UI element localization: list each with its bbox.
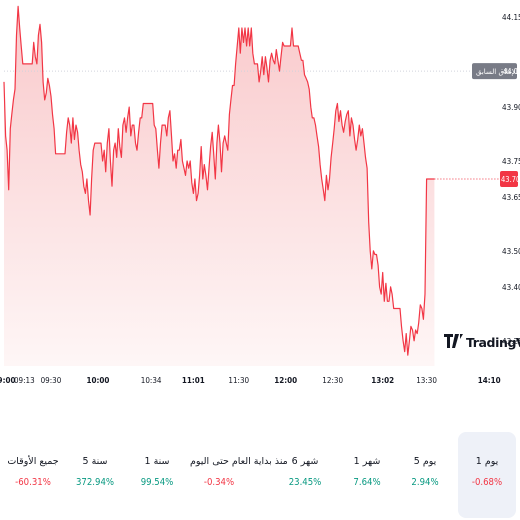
price-tick-label: 44.15 bbox=[502, 13, 520, 22]
time-tick-label: 11:01 bbox=[182, 376, 205, 385]
period-label: 5 سنة bbox=[82, 456, 108, 467]
period-tab[interactable]: 6 شهر 23.45% bbox=[276, 432, 334, 518]
last-price-badge bbox=[500, 171, 518, 188]
period-tab[interactable]: منذ بداية العام حتى اليوم -0.34% bbox=[190, 432, 288, 518]
period-change-value: -0.34% bbox=[203, 477, 235, 488]
period-tab[interactable]: 5 يوم 2.94% bbox=[396, 432, 454, 518]
period-tab[interactable]: 1 يوم -0.68% bbox=[458, 432, 516, 518]
performance-periods: جميع الأوقات -60.31% 5 سنة 372.94% 1 سنة 99.5… bbox=[0, 430, 520, 520]
time-tick-label: 10:00 bbox=[86, 376, 109, 385]
last-price-value: 43.70 bbox=[501, 175, 520, 184]
price-line bbox=[3, 5, 435, 356]
tradingview-wordmark: TradingView bbox=[466, 335, 520, 350]
period-change-value: 99.54% bbox=[140, 477, 174, 488]
time-tick-label: 12:00 bbox=[274, 376, 297, 385]
time-tick-label: 09:30 bbox=[41, 376, 62, 385]
period-tab[interactable]: 1 سنة 99.54% bbox=[128, 432, 186, 518]
period-tab[interactable]: 1 شهر 7.64% bbox=[338, 432, 396, 518]
tradingview-logo: TradingView bbox=[444, 334, 520, 350]
period-label: جميع الأوقات bbox=[7, 456, 59, 467]
previous-close-badge bbox=[472, 63, 517, 80]
price-tick-label: 43.40 bbox=[502, 283, 520, 292]
price-chart[interactable]: 44.15 43.90 43.75 43.65 43.50 43.40 43.25 الإغل… bbox=[0, 0, 520, 395]
time-tick-label: 14:10 bbox=[478, 376, 501, 385]
time-tick-label: 09:00 bbox=[0, 376, 15, 385]
period-label: 1 يوم bbox=[475, 456, 499, 467]
period-change-value: 7.64% bbox=[353, 477, 381, 488]
period-change-value: -0.68% bbox=[471, 477, 503, 488]
price-tick-label: 43.25 bbox=[502, 337, 520, 346]
time-tick-label: 13:30 bbox=[416, 376, 437, 385]
previous-close-label: الإغلاق السابق bbox=[476, 68, 518, 76]
tradingview-logo-icon bbox=[444, 334, 463, 348]
period-tab[interactable]: جميع الأوقات -60.31% bbox=[4, 432, 62, 518]
time-tick-label: 10:34 bbox=[141, 376, 162, 385]
price-tick-label: 43.65 bbox=[502, 193, 520, 202]
price-tick-label: 43.90 bbox=[502, 103, 520, 112]
time-tick-label: 12:30 bbox=[322, 376, 343, 385]
period-change-value: 2.94% bbox=[411, 477, 439, 488]
price-area-fill bbox=[4, 6, 435, 367]
price-chart-svg[interactable]: 44.15 43.90 43.75 43.65 43.50 43.40 43.25 الإغل… bbox=[0, 0, 520, 395]
period-label: 1 سنة bbox=[144, 456, 170, 467]
price-tick-label: 43.75 bbox=[502, 157, 520, 166]
time-tick-label: 09:13 bbox=[14, 376, 35, 385]
time-tick-label: 11:30 bbox=[228, 376, 249, 385]
period-label: 5 يوم bbox=[413, 456, 437, 467]
period-tab[interactable]: 5 سنة 372.94% bbox=[66, 432, 124, 518]
period-change-value: 23.45% bbox=[288, 477, 322, 488]
previous-close-value: 44.00 bbox=[503, 67, 520, 76]
period-label: منذ بداية العام حتى اليوم bbox=[190, 456, 288, 467]
time-tick-label: 13:02 bbox=[371, 376, 394, 385]
price-tick-label: 43.50 bbox=[502, 247, 520, 256]
period-change-value: -60.31% bbox=[15, 477, 51, 488]
period-label: 1 شهر bbox=[353, 456, 381, 467]
period-change-value: 372.94% bbox=[75, 477, 115, 488]
period-label: 6 شهر bbox=[291, 456, 319, 467]
